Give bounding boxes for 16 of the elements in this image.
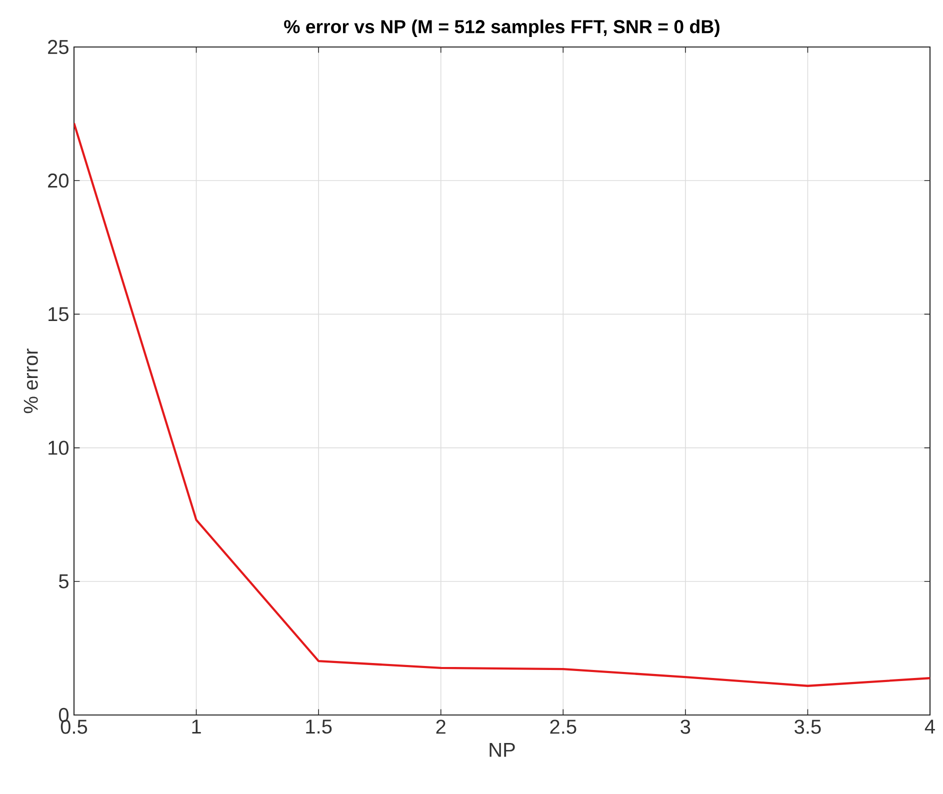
line-series: [74, 122, 930, 687]
y-tick-label: 10: [48, 440, 68, 455]
x-tick-label: 2: [436, 720, 446, 734]
x-tick-label: 1: [192, 720, 201, 734]
y-tick-label: 15: [48, 307, 68, 322]
x-tick-label: 3.5: [794, 720, 821, 734]
x-axis-title: NP: [490, 743, 515, 757]
chart-title: % error vs NP (M = 512 samples FFT, SNR = 0 dB): [284, 20, 720, 37]
y-tick-label: 5: [58, 574, 68, 588]
x-tick-label: 4: [924, 720, 935, 734]
x-tick-label: 1.5: [306, 720, 332, 734]
y-tick-label: 20: [48, 174, 68, 188]
y-axis-title: % error: [24, 348, 38, 414]
x-tick-label: 2.5: [550, 720, 576, 734]
x-tick-label: 3: [680, 720, 690, 734]
y-tick-label: 25: [48, 40, 68, 54]
